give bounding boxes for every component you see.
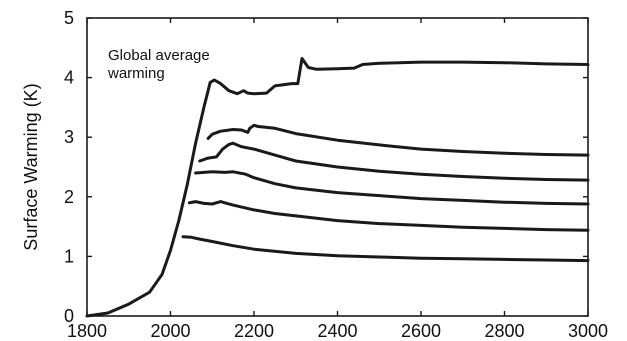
x-tick-label: 3000: [568, 321, 608, 341]
series-line-4: [194, 170, 590, 206]
series-line-5: [187, 200, 590, 232]
series-line-3: [198, 141, 590, 182]
y-tick-label: 5: [64, 8, 74, 28]
y-tick-label: 2: [64, 187, 74, 207]
x-tick-label: 2600: [401, 321, 441, 341]
series-lines: [85, 57, 590, 318]
y-tick-label: 1: [64, 246, 74, 266]
y-tick-label: 0: [64, 306, 74, 326]
x-tick-label: 2800: [484, 321, 524, 341]
series-line-6: [181, 235, 590, 263]
annotation-line-2: warming: [107, 65, 165, 82]
x-tick-label: 2400: [317, 321, 357, 341]
x-tick-label: 2000: [150, 321, 190, 341]
series-line-1: [85, 57, 590, 318]
y-tick-label: 3: [64, 127, 74, 147]
annotation-line-1: Global average: [108, 47, 210, 64]
y-axis-label: Surface Warming (K): [21, 83, 41, 250]
y-tick-label: 4: [64, 68, 74, 88]
x-tick-label: 2200: [234, 321, 274, 341]
x-tick-label: 1800: [67, 321, 107, 341]
axis-ticks: 1800 2000 2200 2400 2600 2800 3000 0 1 2 3 4 5: [64, 8, 608, 341]
series-line-2: [206, 123, 590, 157]
